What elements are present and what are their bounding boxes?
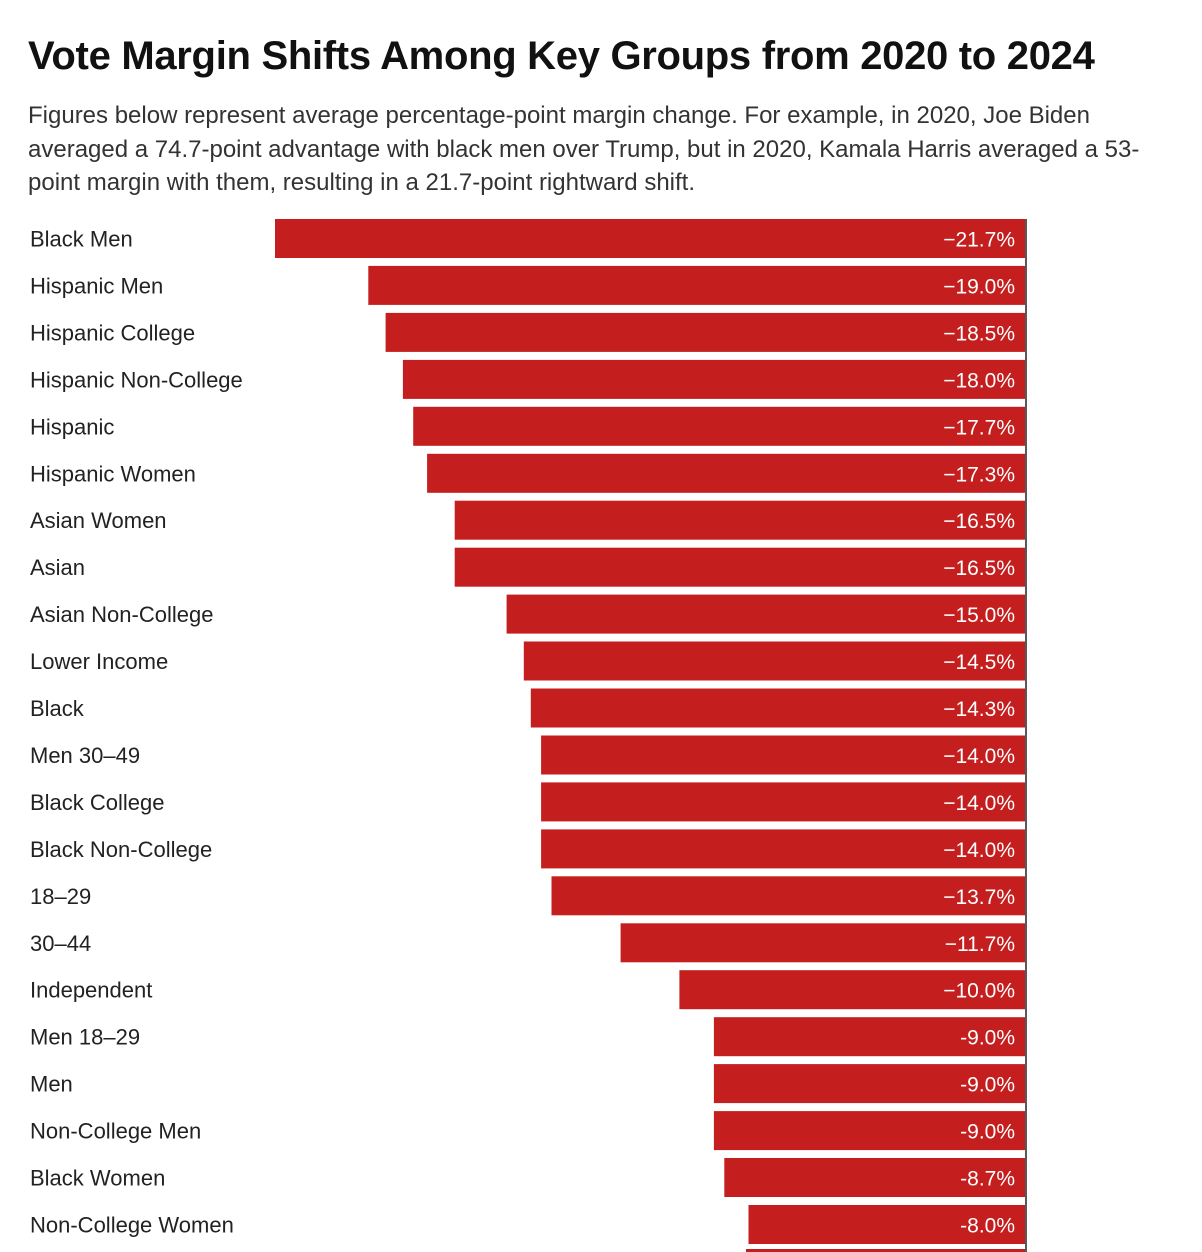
bar [713, 1064, 1025, 1104]
category-label: 30–44 [30, 931, 91, 956]
bar [541, 782, 1025, 822]
bar [413, 406, 1025, 446]
category-label: Independent [30, 978, 152, 1003]
value-label: −16.5% [943, 510, 1015, 533]
value-label: −11.7% [945, 933, 1015, 956]
bar [541, 735, 1025, 775]
category-label: Non-College Men [30, 1119, 201, 1144]
value-label: −21.7% [943, 229, 1015, 252]
category-label: Hispanic Men [30, 273, 163, 298]
bar [551, 876, 1025, 916]
category-label: Black [30, 696, 85, 721]
bar [620, 923, 1025, 963]
category-label: Asian [30, 555, 85, 580]
value-label: −19.0% [943, 275, 1015, 298]
category-label: Lower Income [30, 649, 168, 674]
category-label: Black Men [30, 227, 133, 252]
bar [427, 453, 1026, 493]
category-label: 18–29 [30, 884, 91, 909]
value-label: −10.0% [943, 980, 1015, 1003]
bar [748, 1205, 1025, 1244]
value-label: −14.0% [943, 745, 1015, 768]
value-label: −14.3% [943, 698, 1015, 721]
category-label: Hispanic [30, 414, 114, 439]
category-label: Black Non-College [30, 837, 212, 862]
bar [506, 594, 1026, 634]
category-label: Black College [30, 790, 165, 815]
category-label: Men 30–49 [30, 743, 140, 768]
value-label: -9.0% [960, 1074, 1015, 1097]
category-label: Men 18–29 [30, 1025, 140, 1050]
category-label: Asian Non-College [30, 602, 213, 627]
value-label: −13.7% [943, 886, 1015, 909]
chart-subtitle: Figures below represent average percenta… [28, 102, 1140, 196]
bar [402, 359, 1025, 399]
category-label: Hispanic Non-College [30, 367, 243, 392]
category-label: Men [30, 1072, 73, 1097]
bar [713, 1111, 1025, 1151]
bar [530, 688, 1025, 728]
bar [541, 829, 1025, 869]
category-label: Asian Women [30, 508, 167, 533]
category-label: Non-College Women [30, 1213, 234, 1238]
value-label: −16.5% [943, 557, 1015, 580]
category-labels: Black Men Hispanic Men Hispanic College His… [30, 227, 243, 1238]
chart-title: Vote Margin Shifts Among Key Groups from… [28, 34, 1095, 78]
value-label: -8.0% [960, 1215, 1015, 1238]
bar [368, 265, 1025, 305]
bar [454, 500, 1025, 540]
bar [454, 547, 1025, 587]
category-label: Hispanic College [30, 320, 195, 345]
bar [523, 641, 1025, 681]
next-bar-partial [746, 1249, 1025, 1252]
value-label: -9.0% [960, 1121, 1015, 1144]
value-label: −18.0% [943, 369, 1015, 392]
value-label: −15.0% [943, 604, 1015, 627]
value-label: −17.7% [943, 416, 1015, 439]
value-labels: −21.7% −19.0% −18.5% −18.0% −17.7% −17.3% −16.… [943, 229, 1015, 1238]
bar [385, 312, 1026, 352]
bars [275, 219, 1026, 1244]
bar [275, 219, 1025, 258]
bar [724, 1158, 1025, 1197]
category-label: Hispanic Women [30, 461, 196, 486]
value-label: −14.0% [943, 839, 1015, 862]
category-label: Black Women [30, 1166, 165, 1191]
value-label: -9.0% [960, 1027, 1015, 1050]
bar [713, 1017, 1025, 1057]
bar [679, 970, 1025, 1010]
value-label: −14.5% [943, 651, 1015, 674]
value-label: -8.7% [960, 1168, 1015, 1191]
value-label: −17.3% [943, 463, 1015, 486]
value-label: −18.5% [943, 322, 1015, 345]
value-label: −14.0% [943, 792, 1015, 815]
